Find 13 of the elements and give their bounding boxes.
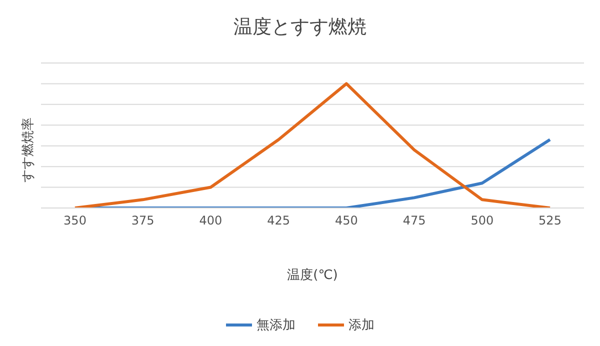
x-tick-label: 400 [199,214,222,228]
x-tick-label: 425 [267,214,290,228]
y-axis-title: すす燃焼率 [20,118,37,182]
legend-label: 添加 [348,317,374,334]
legend-label: 無添加 [256,317,296,334]
x-tick-label: 475 [402,214,426,228]
x-tick-label: 450 [334,214,358,228]
x-axis-title: 温度(℃) [286,267,339,284]
chart-title: 温度とすす燃焼 [232,15,368,40]
x-tick-label: 375 [131,214,154,228]
x-tick-label: 350 [64,214,86,228]
x-tick-label: 500 [470,214,494,228]
x-tick-label: 525 [538,214,562,228]
